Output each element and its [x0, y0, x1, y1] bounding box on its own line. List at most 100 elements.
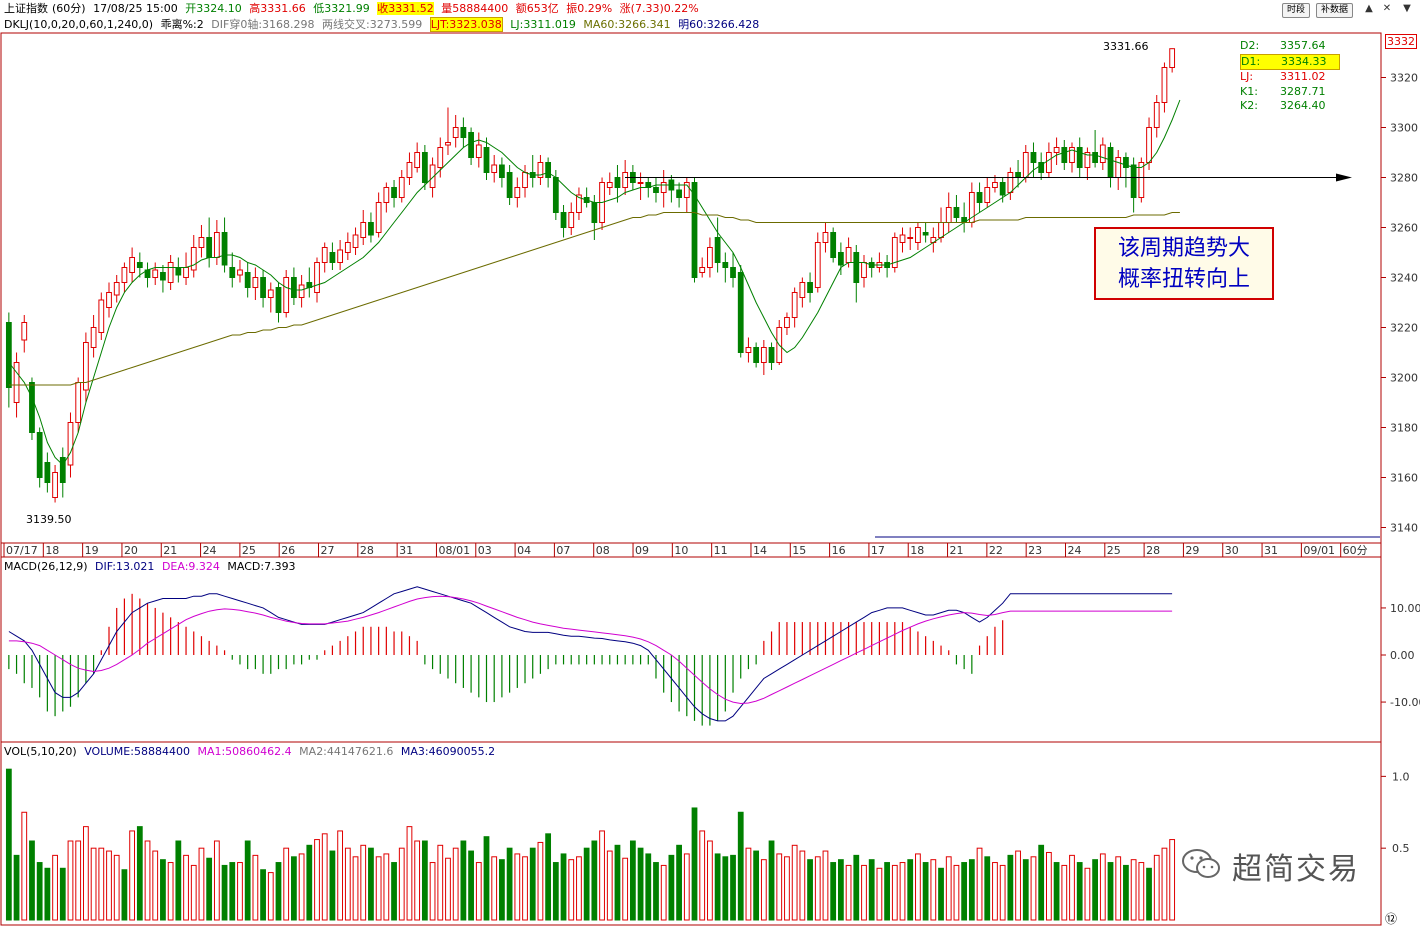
candle	[583, 187, 590, 208]
candle-body	[1146, 127, 1152, 163]
candle	[260, 270, 266, 308]
candle-body	[314, 262, 320, 293]
candle-body	[244, 272, 251, 288]
volume-bar	[976, 847, 983, 921]
candle	[1092, 130, 1098, 168]
candle	[29, 377, 35, 440]
volume-bar	[452, 847, 459, 921]
candle	[113, 275, 120, 303]
candle-body	[622, 172, 629, 188]
macd-panel-border	[0, 556, 1382, 743]
candle	[468, 127, 474, 165]
candle	[152, 262, 159, 285]
supplement-data-button[interactable]: 补数据	[1316, 3, 1354, 18]
volume-bar	[1069, 854, 1075, 921]
candle	[999, 177, 1006, 203]
level-row-k1: K1: 3287.71	[1240, 84, 1326, 98]
volume-bar	[206, 857, 213, 921]
volume-bar	[861, 864, 867, 921]
volume-bar	[768, 840, 775, 921]
candle-body	[229, 267, 236, 278]
volume-bar	[221, 864, 228, 921]
candle-body	[75, 382, 82, 423]
period-button[interactable]: 时段	[1282, 3, 1311, 18]
candle	[822, 222, 829, 253]
date-tick-label: 30	[1225, 544, 1239, 557]
ma-line-lj	[8, 99, 1181, 466]
candle-body	[452, 127, 459, 138]
quote-header: 上证指数 (60分) 17/08/25 15:00 开3324.10 高3331.…	[4, 1, 703, 17]
date-tick-label: 08	[596, 544, 610, 557]
candle	[160, 265, 166, 293]
ljt-label: LJT:3323.038	[429, 17, 503, 32]
volume-bar	[868, 859, 875, 921]
candle	[1138, 157, 1145, 203]
candle	[737, 265, 744, 358]
candle	[637, 172, 644, 200]
dif-cross-label: DIF穿0轴:3168.298	[211, 18, 315, 31]
candle-body	[568, 212, 575, 228]
candle	[460, 117, 467, 148]
volume-bar	[884, 862, 890, 921]
volume-bar	[144, 840, 151, 921]
volume-bar	[722, 856, 729, 921]
candle-body	[560, 212, 567, 228]
date-tick-label: 03	[478, 544, 492, 557]
candle	[1084, 147, 1091, 180]
volume-bar	[522, 856, 528, 921]
volume-bar	[244, 840, 251, 921]
volume-bar	[5, 768, 12, 921]
volume-bar	[421, 840, 428, 921]
candle-body	[791, 292, 798, 318]
volume-bar	[152, 850, 159, 921]
volume-bar	[429, 862, 436, 921]
candle-body	[437, 147, 444, 168]
volume-bar	[653, 862, 659, 921]
volume-bar	[1030, 856, 1037, 921]
candle-body	[953, 207, 960, 218]
candle-body	[206, 237, 213, 258]
candle-body	[1130, 164, 1137, 198]
macd-tick-label: 0.00	[1390, 649, 1415, 662]
candle-body	[907, 237, 914, 239]
candle-body	[1038, 162, 1045, 173]
candle	[314, 257, 320, 303]
price-tick-label: 3200	[1390, 372, 1418, 385]
change-value: 涨(7.33)0.22%	[619, 2, 699, 15]
candle	[491, 155, 498, 183]
date-tick-label: 31	[1264, 544, 1278, 557]
candle-body	[344, 242, 351, 253]
date-tick-label: 20	[124, 544, 138, 557]
candle	[945, 192, 952, 233]
candle	[1069, 142, 1075, 173]
date-tick-label: 21	[950, 544, 964, 557]
volume-bar	[414, 840, 421, 921]
date-tick-label: 25	[242, 544, 256, 557]
candle	[599, 177, 605, 230]
candle	[799, 277, 806, 308]
candle-body	[784, 317, 790, 328]
macd-dif: DIF:13.021	[95, 560, 155, 573]
amplitude-value: 振0.29%	[566, 2, 613, 15]
candle-body	[768, 347, 775, 363]
candle	[568, 202, 575, 235]
candle-body	[275, 287, 282, 313]
volume-bar	[468, 850, 474, 921]
volume-bar	[329, 850, 336, 921]
candle	[129, 247, 136, 283]
volume-bar	[845, 864, 852, 921]
candle	[876, 252, 883, 273]
candle	[360, 210, 367, 245]
close-icon[interactable]: ✕	[1382, 3, 1392, 14]
volume-bar	[113, 854, 120, 921]
volume-bar	[930, 859, 937, 921]
chevron-up-icon[interactable]: ▲	[1365, 3, 1373, 14]
candle	[306, 267, 313, 298]
volume-bar	[552, 862, 559, 921]
candle	[753, 342, 760, 368]
chevron-down-icon[interactable]: ▼	[1403, 3, 1411, 14]
candle	[136, 252, 143, 278]
candle-body	[799, 282, 806, 298]
candle	[1115, 150, 1122, 190]
